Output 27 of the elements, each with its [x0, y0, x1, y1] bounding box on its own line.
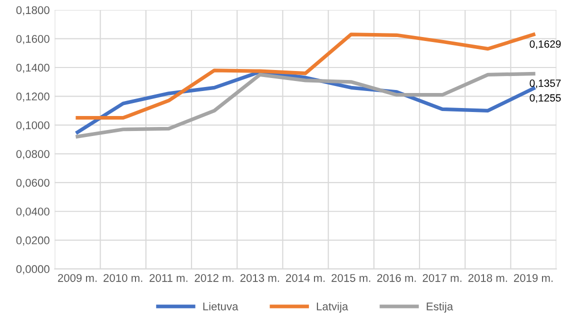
y-tick-label: 0,0000 [16, 265, 50, 274]
x-tick-label: 2009 m. [58, 274, 97, 282]
legend-label: Estija [426, 302, 454, 313]
x-tick-label: 2018 m. [468, 274, 507, 282]
x-tick-label: 2013 m. [240, 274, 279, 282]
y-tick-label: 0,0200 [16, 236, 50, 246]
x-tick-label: 2016 m. [377, 274, 416, 282]
y-tick-label: 0,0400 [16, 208, 50, 217]
x-tick-label: 2015 m. [332, 274, 370, 282]
y-tick-label: 0,1200 [16, 92, 50, 102]
data-label: 0,1255 [530, 94, 561, 103]
x-tick-label: 2012 m. [194, 274, 234, 282]
x-tick-label: 2014 m. [286, 274, 325, 282]
y-tick-label: 0,1600 [16, 35, 50, 44]
data-label: 0,1629 [530, 40, 561, 49]
x-tick-label: 2017 m. [422, 274, 462, 282]
legend-label: Lietuva [203, 302, 238, 310]
y-tick-label: 0,0800 [16, 150, 50, 160]
x-tick-label: 2019 m. [514, 274, 553, 282]
y-tick-label: 0,1000 [16, 121, 50, 130]
y-tick-label: 0,1400 [16, 64, 50, 73]
x-tick-label: 2011 m. [150, 274, 188, 282]
legend-label: Latvija [316, 302, 348, 313]
x-tick-label: 2010 m. [104, 274, 142, 282]
y-tick-label: 0,1800 [16, 6, 50, 16]
y-tick-label: 0,0600 [16, 178, 50, 188]
data-label: 0,1357 [530, 80, 561, 88]
